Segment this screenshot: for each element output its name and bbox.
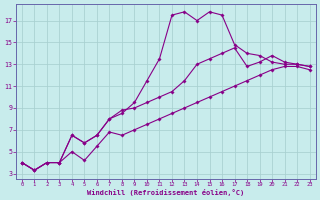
X-axis label: Windchill (Refroidissement éolien,°C): Windchill (Refroidissement éolien,°C) bbox=[87, 189, 244, 196]
